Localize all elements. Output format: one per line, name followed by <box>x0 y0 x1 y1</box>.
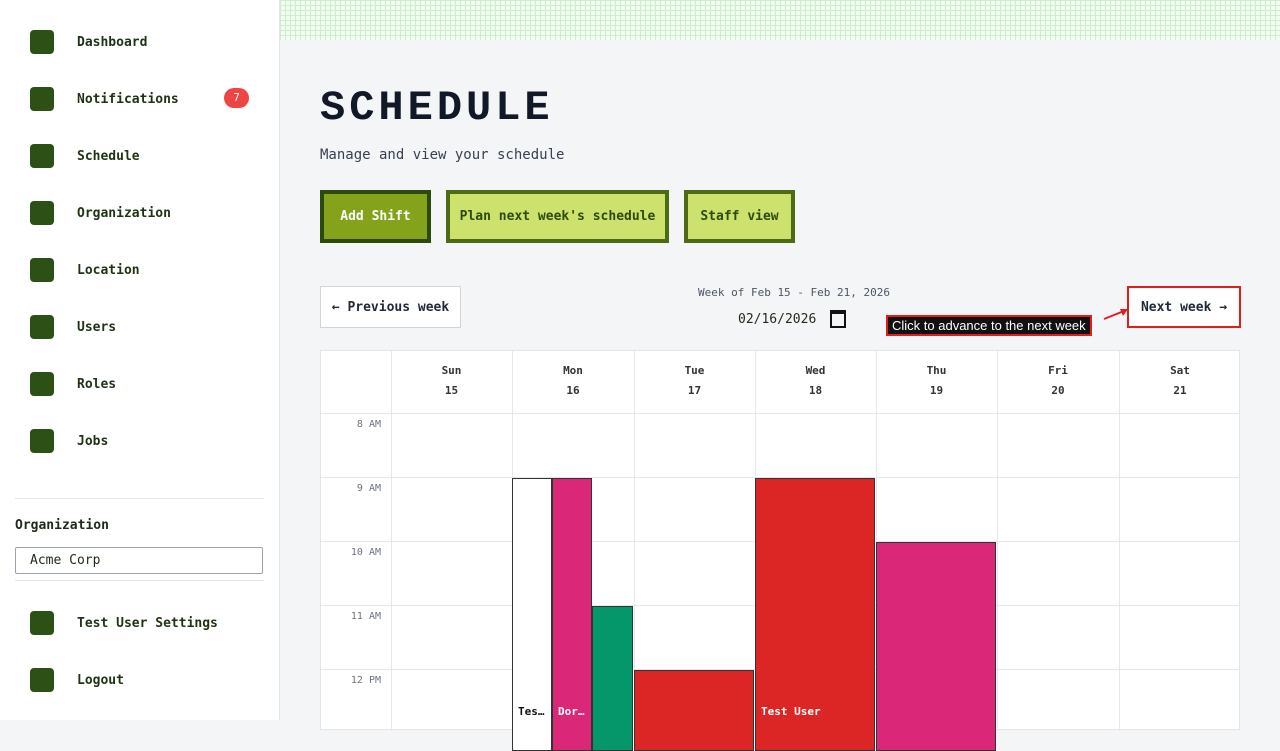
shift-block[interactable]: Test User <box>755 478 875 751</box>
nav-label: Schedule <box>77 148 140 164</box>
nav-item[interactable]: Dashboard <box>30 27 147 57</box>
nav-item[interactable]: Jobs <box>30 426 108 456</box>
nav-icon <box>30 144 54 168</box>
nav-label: Dashboard <box>77 34 148 50</box>
next-week-button[interactable]: Next week → <box>1127 286 1241 328</box>
day-name: Thu <box>926 364 947 377</box>
nav-icon <box>30 201 54 225</box>
day-name: Sat <box>1170 364 1190 377</box>
nav-item[interactable]: Users <box>30 312 116 342</box>
day-name: Tue <box>684 364 705 377</box>
week-range: Week of Feb 15 - Feb 21, 2026 <box>697 286 891 299</box>
day-date: 20 <box>1051 384 1065 397</box>
page-title: SCHEDULE <box>320 84 554 132</box>
nav-label: Roles <box>77 376 117 392</box>
day-date: 17 <box>687 384 702 397</box>
action-button[interactable]: Staff view <box>684 190 795 243</box>
nav-label: Test User Settings <box>77 615 218 631</box>
nav-label: Organization <box>77 205 171 221</box>
nav-label: Logout <box>77 672 124 688</box>
prev-week-button[interactable]: ← Previous week <box>320 286 461 328</box>
nav-item[interactable]: Organization <box>30 198 171 228</box>
divider <box>15 580 264 581</box>
header-divider <box>321 413 1241 414</box>
org-label: Organization <box>15 518 109 533</box>
nav-icon <box>30 668 54 692</box>
sidebar: Dashboard Notifications 7 Schedule Organizat… <box>0 0 280 720</box>
day-date: 16 <box>566 384 580 397</box>
tooltip-arrow <box>1103 309 1128 320</box>
divider <box>15 498 264 499</box>
shift-block[interactable]: Dor… <box>552 478 592 751</box>
day-name: Wed <box>805 364 826 377</box>
page-subtitle: Manage and view your schedule <box>320 147 565 163</box>
hour-label: 11 AM <box>350 611 381 622</box>
nav-icon <box>30 258 54 282</box>
nav-label: Notifications <box>77 91 179 107</box>
calendar-icon <box>830 310 847 328</box>
nav-icon <box>30 429 54 453</box>
hour-label: 9 AM <box>356 483 381 494</box>
hour-label: 10 AM <box>350 547 381 558</box>
shift-label: Test User <box>761 705 821 718</box>
day-date: 19 <box>929 384 944 397</box>
hour-divider <box>321 477 1241 478</box>
shift-label: Dor… <box>558 705 585 718</box>
nav-icon <box>30 315 54 339</box>
nav-item[interactable]: Schedule <box>30 141 140 171</box>
day-name: Fri <box>1048 364 1068 377</box>
action-button[interactable]: Add Shift <box>320 190 431 243</box>
shift-block[interactable] <box>634 670 754 751</box>
tooltip: Click to advance to the next week <box>886 315 1092 336</box>
badge: 7 <box>224 88 249 108</box>
shift-block[interactable] <box>876 542 996 751</box>
nav-item[interactable]: Location <box>30 255 140 285</box>
shift-block[interactable]: Tes… <box>512 478 552 751</box>
org-select[interactable]: Acme Corp <box>15 547 263 574</box>
date-value: 02/16/2026 <box>738 311 817 327</box>
hour-label: 8 AM <box>356 419 381 430</box>
footer-item[interactable]: Logout <box>30 665 124 695</box>
day-name: Mon <box>563 364 583 377</box>
grid-banner <box>280 0 1280 40</box>
nav-label: Users <box>77 319 117 335</box>
day-date: 18 <box>808 384 823 397</box>
day-name: Sun <box>441 364 462 377</box>
nav-label: Location <box>77 262 140 278</box>
nav-icon <box>30 611 54 635</box>
shift-block[interactable] <box>592 606 633 751</box>
day-date: 15 <box>444 384 459 397</box>
nav-icon <box>30 87 54 111</box>
shift-label: Tes… <box>518 705 545 718</box>
day-date: 21 <box>1173 384 1187 397</box>
nav-icon <box>30 30 54 54</box>
nav-label: Jobs <box>77 433 109 449</box>
action-button[interactable]: Plan next week's schedule <box>446 190 669 243</box>
footer-item[interactable]: Test User Settings <box>30 608 218 638</box>
date-input[interactable]: 02/16/2026 <box>738 309 850 329</box>
hour-label: 12 PM <box>350 675 381 686</box>
nav-item[interactable]: Roles <box>30 369 116 399</box>
calendar: Sun 15 Mon 16 Tue 17 Wed 18 Thu 19 Fri 20 Sat 21 8 AM 9… <box>320 350 1241 751</box>
nav-item[interactable]: Notifications <box>30 84 179 114</box>
nav-icon <box>30 372 54 396</box>
